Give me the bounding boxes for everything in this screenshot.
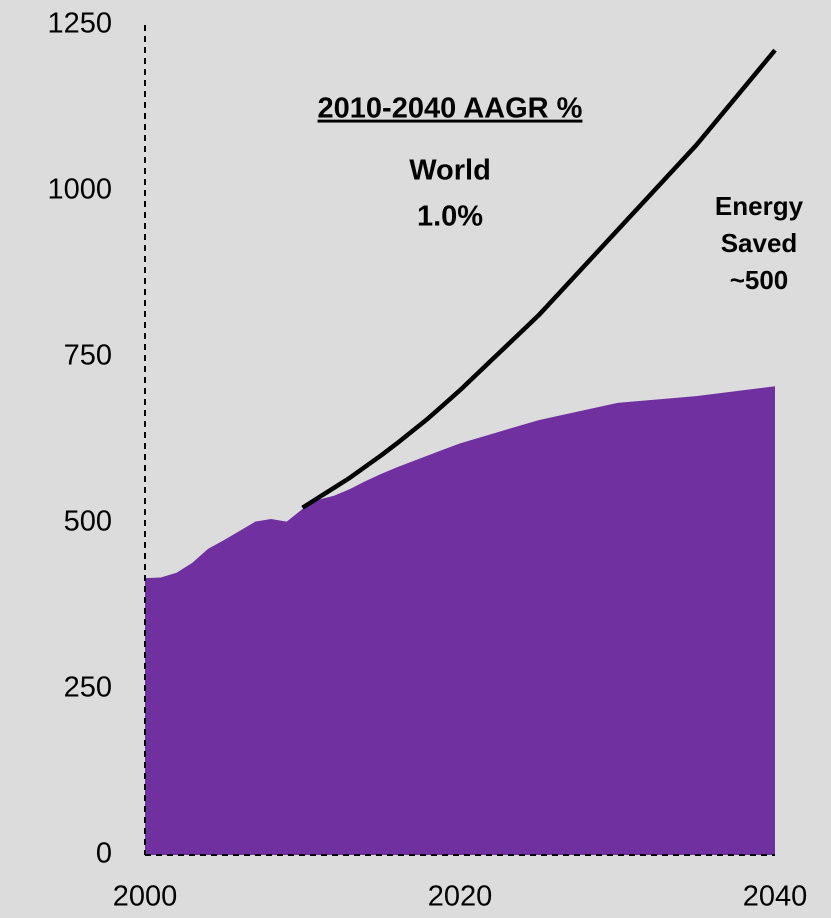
annotation: World [409,155,491,187]
y-tick-label: 250 [64,672,112,704]
y-tick-label: 750 [64,340,112,372]
y-tick-label: 1000 [47,174,112,206]
x-tick-label: 2000 [113,881,178,913]
x-tick-label: 2040 [743,881,808,913]
annotation: Energy [715,191,804,221]
x-tick-label: 2020 [428,881,493,913]
area [145,386,775,855]
y-tick-label: 1250 [47,8,112,40]
y-tick-label: 500 [64,506,112,538]
annotation: 1.0% [417,201,483,233]
annotation: 2010-2040 AAGR % [318,93,583,125]
annotation: Saved [721,228,798,258]
annotation: ~500 [730,265,789,295]
y-tick-label: 0 [96,838,112,870]
line [301,48,777,510]
